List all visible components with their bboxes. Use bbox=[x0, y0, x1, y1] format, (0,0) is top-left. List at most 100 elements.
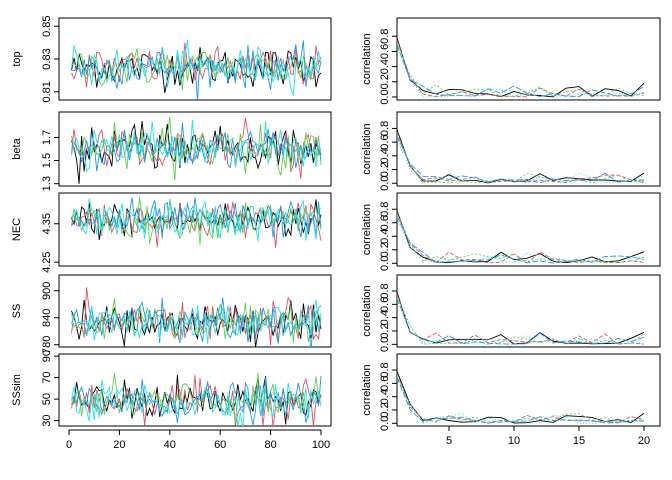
acf-line-SSsim-chain-5 bbox=[397, 379, 645, 424]
trace-plot-top: 0.81 0.83 0.85 top bbox=[11, 15, 332, 103]
acf-line-top-chain-4 bbox=[397, 44, 645, 97]
acf-ytick-label-beta: 0.0 bbox=[379, 176, 391, 191]
trace-frame-NEC bbox=[58, 192, 332, 267]
panel-SS: 780 840 900 SS 0.00.20.40.60.8 correlation bbox=[11, 274, 661, 354]
acf-ytick-label-SSsim: 0.4 bbox=[379, 389, 391, 404]
trace-line-SS-chain-5 bbox=[71, 299, 322, 344]
acf-line-SSsim-chain-1 bbox=[397, 371, 645, 424]
acf-plot-SSsim: 0.00.20.40.60.8 correlation bbox=[361, 353, 661, 431]
acf-x-tick-label: 10 bbox=[508, 435, 520, 447]
acf-ytick-label-top: 0.4 bbox=[379, 59, 391, 74]
acf-ytick-label-SS: 0.4 bbox=[379, 310, 391, 325]
trace-line-beta-chain-1 bbox=[71, 121, 322, 184]
trace-line-SS-chain-1 bbox=[71, 299, 322, 347]
acf-line-SS-chain-4 bbox=[397, 298, 645, 345]
acf-x-tick-label: 20 bbox=[638, 435, 650, 447]
acf-ytick-label-NEC: 0.0 bbox=[379, 256, 391, 271]
acf-line-top-chain-2 bbox=[397, 39, 645, 98]
trace-line-top-chain-4 bbox=[71, 40, 322, 100]
trace-x-tick-label: 60 bbox=[214, 439, 226, 451]
acf-line-NEC-chain-2 bbox=[397, 212, 645, 264]
acf-x-tick-label: 15 bbox=[573, 435, 585, 447]
acf-line-SS-chain-3 bbox=[397, 296, 645, 345]
acf-line-NEC-chain-5 bbox=[397, 218, 645, 264]
trace-line-SSsim-chain-5 bbox=[71, 379, 322, 426]
acf-line-SS-chain-5 bbox=[397, 300, 645, 345]
acf-plot-SS: 0.00.20.40.60.8 correlation bbox=[361, 274, 661, 352]
acf-x-tick-label: 5 bbox=[446, 435, 452, 447]
acf-line-SS-chain-2 bbox=[397, 294, 645, 345]
trace-ytick-label-top: 0.85 bbox=[41, 15, 53, 36]
trace-ytick-label-NEC: 4.35 bbox=[41, 213, 53, 234]
acf-ytick-label-top: 0.8 bbox=[379, 29, 391, 44]
acf-frame-top bbox=[396, 17, 661, 101]
trace-plot-beta: 1.3 1.5 1.7 beta bbox=[11, 111, 332, 191]
acf-ylabel-beta: correlation bbox=[361, 123, 373, 174]
acf-ytick-label-beta: 0.4 bbox=[379, 148, 391, 163]
trace-ytick-label-beta: 1.7 bbox=[41, 130, 53, 145]
panel-NEC: 4.25 4.35 NEC 0.00.20.40.60.8 correlation bbox=[11, 192, 661, 273]
trace-x-tick-label: 40 bbox=[164, 439, 176, 451]
acf-plot-NEC: 0.00.20.40.60.8 correlation bbox=[361, 192, 661, 271]
acf-line-beta-chain-3 bbox=[397, 133, 645, 184]
acf-ytick-label-top: 0.2 bbox=[379, 74, 391, 89]
acf-ytick-label-NEC: 0.2 bbox=[379, 242, 391, 257]
trace-x-axis: 0 20 40 60 80 100 bbox=[66, 429, 330, 451]
acf-ytick-label-SS: 0.0 bbox=[379, 337, 391, 352]
acf-ytick-label-SSsim: 0.2 bbox=[379, 402, 391, 417]
trace-ylabel-NEC: NEC bbox=[11, 218, 23, 241]
trace-x-tick-label: 0 bbox=[66, 439, 72, 451]
panel-top: 0.81 0.83 0.85 top 0.00.20.40.60.8 correlatio… bbox=[11, 15, 661, 105]
acf-ylabel-NEC: correlation bbox=[361, 204, 373, 255]
trace-ylabel-SS: SS bbox=[11, 304, 23, 319]
trace-frame-beta bbox=[58, 111, 332, 187]
acf-ytick-label-top: 0.0 bbox=[379, 89, 391, 104]
trace-plot-NEC: 4.25 4.35 NEC bbox=[11, 192, 332, 273]
acf-line-beta-chain-1 bbox=[397, 129, 645, 184]
trace-ytick-label-SSsim: 30 bbox=[41, 415, 53, 427]
acf-ytick-label-NEC: 0.8 bbox=[379, 202, 391, 217]
trace-ytick-label-beta: 1.3 bbox=[41, 176, 53, 191]
trace-frame-top bbox=[58, 17, 332, 101]
acf-ytick-label-SSsim: 0.8 bbox=[379, 362, 391, 377]
acf-ytick-label-SS: 0.8 bbox=[379, 283, 391, 298]
acf-line-NEC-chain-4 bbox=[397, 216, 645, 264]
trace-frame-SS bbox=[58, 274, 332, 348]
trace-ytick-label-SSsim: 90 bbox=[41, 350, 53, 362]
acf-line-SSsim-chain-2 bbox=[397, 373, 645, 424]
acf-line-NEC-chain-1 bbox=[397, 210, 645, 264]
trace-ylabel-beta: beta bbox=[11, 137, 23, 159]
acf-line-beta-chain-5 bbox=[397, 137, 645, 184]
trace-ytick-label-SSsim: 70 bbox=[41, 372, 53, 384]
acf-ytick-label-beta: 0.8 bbox=[379, 121, 391, 136]
trace-ytick-label-SSsim: 50 bbox=[41, 393, 53, 405]
acf-frame-beta bbox=[396, 111, 661, 187]
trace-ytick-label-top: 0.81 bbox=[41, 81, 53, 102]
panel-SSsim: 30 50 70 90 SSsim 0.00.20.40.60.8 correlation bbox=[11, 350, 661, 431]
acf-ytick-label-beta: 0.6 bbox=[379, 134, 391, 149]
trace-line-beta-chain-3 bbox=[71, 117, 322, 181]
trace-line-SSsim-chain-4 bbox=[71, 375, 322, 425]
acf-ylabel-top: correlation bbox=[361, 33, 373, 84]
acf-line-SSsim-chain-3 bbox=[397, 375, 645, 423]
acf-ylabel-SSsim: correlation bbox=[361, 364, 373, 415]
trace-ytick-label-top: 0.83 bbox=[41, 48, 53, 69]
acf-ytick-label-SS: 0.6 bbox=[379, 297, 391, 312]
acf-frame-SS bbox=[396, 274, 661, 348]
acf-plot-top: 0.00.20.40.60.8 correlation bbox=[361, 17, 661, 105]
acf-plot-beta: 0.00.20.40.60.8 correlation bbox=[361, 111, 661, 191]
acf-line-NEC-chain-3 bbox=[397, 214, 645, 263]
trace-plot-SSsim: 30 50 70 90 SSsim bbox=[11, 350, 332, 427]
trace-ytick-label-SS: 780 bbox=[41, 336, 53, 354]
acf-ytick-label-NEC: 0.4 bbox=[379, 229, 391, 244]
trace-ylabel-top: top bbox=[11, 51, 23, 66]
trace-line-top-chain-5 bbox=[71, 39, 322, 96]
acf-ytick-label-top: 0.6 bbox=[379, 44, 391, 59]
trace-plot-SS: 780 840 900 SS bbox=[11, 274, 332, 354]
panel-beta: 1.3 1.5 1.7 beta 0.00.20.40.60.8 correlation bbox=[11, 111, 661, 191]
trace-x-tick-label: 100 bbox=[312, 439, 330, 451]
acf-line-SSsim-chain-4 bbox=[397, 377, 645, 424]
acf-ytick-label-SSsim: 0.0 bbox=[379, 416, 391, 431]
trace-ytick-label-SS: 840 bbox=[41, 309, 53, 327]
